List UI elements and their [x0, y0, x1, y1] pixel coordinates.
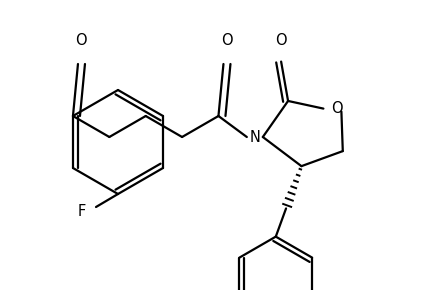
Text: N: N [250, 130, 260, 144]
Text: O: O [221, 33, 232, 48]
Text: O: O [75, 33, 87, 48]
Text: F: F [78, 204, 86, 220]
Text: O: O [331, 101, 343, 116]
Text: O: O [275, 32, 287, 48]
